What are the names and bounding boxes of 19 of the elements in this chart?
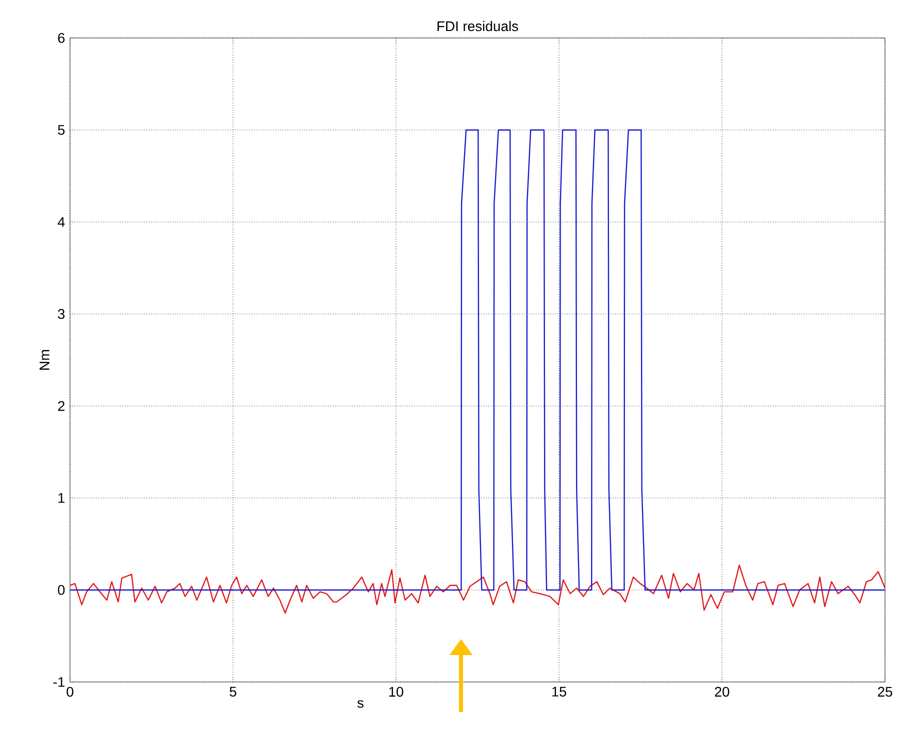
x-axis-title: s <box>357 700 364 708</box>
y-tick-label: 2 <box>58 401 64 411</box>
x-tick-label: 10 <box>389 686 404 697</box>
x-tick-label: 5 <box>230 686 236 697</box>
y-axis-title: Nm <box>40 350 50 370</box>
x-tick-label: 20 <box>714 686 730 697</box>
y-tick-label: 6 <box>58 33 65 43</box>
x-tick-label: 25 <box>878 686 892 697</box>
line-series <box>70 129 886 591</box>
y-tick-label: 1 <box>58 493 64 503</box>
y-tick-label: 3 <box>58 309 65 319</box>
x-tick-label: 0 <box>66 686 74 697</box>
y-tick-label: -1 <box>53 677 64 687</box>
chart-title: FDI residuals <box>438 20 518 32</box>
y-tick-label: 5 <box>58 125 65 135</box>
line-series <box>70 564 886 614</box>
y-tick-label: 0 <box>58 585 65 595</box>
y-tick-label: 4 <box>58 217 65 227</box>
x-tick-label: 15 <box>552 686 566 697</box>
